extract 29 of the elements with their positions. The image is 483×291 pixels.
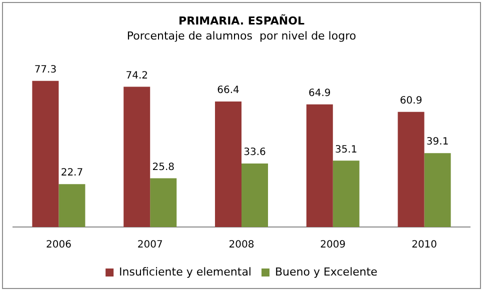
bar [124, 86, 150, 227]
data-label: 25.8 [152, 162, 174, 173]
x-tick-label: 2006 [46, 240, 72, 251]
data-label: 77.3 [34, 64, 57, 76]
bar [58, 184, 86, 227]
data-label: 39.1 [426, 136, 449, 148]
bar [424, 153, 451, 227]
legend-label: Insuficiente y elemental [119, 265, 252, 278]
bar [398, 112, 424, 227]
chart-subtitle: Porcentaje de alumnos por nivel de logro [126, 30, 356, 43]
bar [150, 178, 177, 227]
data-label: 66.4 [217, 85, 240, 96]
bar [32, 80, 59, 227]
data-label: 64.9 [308, 88, 331, 99]
x-tick-label: 2010 [412, 240, 438, 251]
data-label: 22.7 [60, 168, 84, 179]
bar [332, 160, 360, 227]
bar [242, 164, 268, 227]
legend-label: Bueno y Excelente [274, 265, 378, 278]
bar [214, 102, 242, 227]
x-tick-label: 2007 [137, 240, 163, 251]
chart-title: PRIMARIA. ESPAÑOL [178, 13, 304, 28]
data-label: 60.9 [400, 96, 422, 107]
data-label: 74.2 [126, 70, 148, 82]
bar [306, 104, 333, 227]
data-label: 33.6 [244, 147, 266, 158]
x-tick-label: 2008 [228, 240, 254, 251]
data-label: 35.1 [335, 144, 358, 156]
x-tick-label: 2009 [320, 240, 346, 251]
